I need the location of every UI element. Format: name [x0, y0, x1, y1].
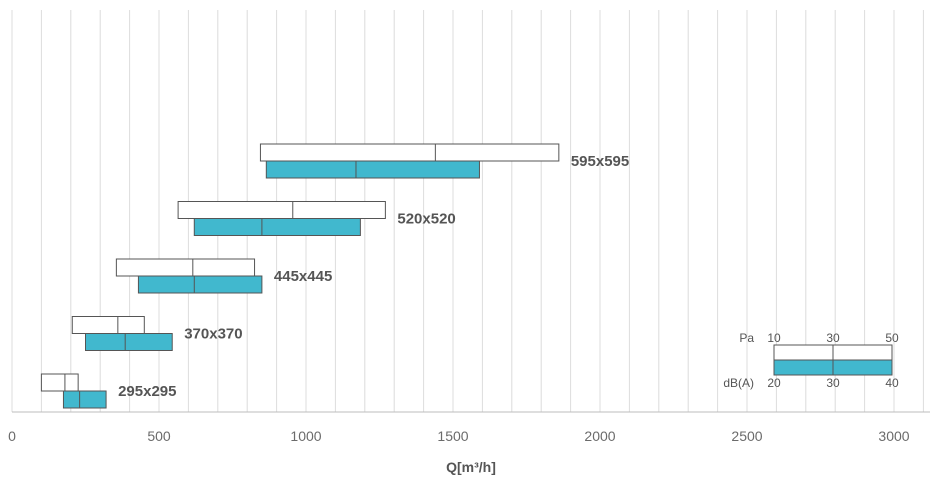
- legend-dba-label: dB(A): [723, 376, 754, 390]
- pa-bar-445x445: [115, 258, 256, 277]
- size-label-370x370: 370x370: [184, 326, 242, 343]
- x-tick-label-2500: 2500: [731, 428, 762, 444]
- x-tick-label-3000: 3000: [878, 428, 909, 444]
- legend: Pa 10 30 50 dB(A) 20 30 40: [723, 331, 899, 390]
- pa-bar-295x295: [40, 373, 79, 392]
- legend-pa-label: Pa: [739, 331, 754, 345]
- pa-bar-370x370: [71, 316, 145, 334]
- dba-bar-295x295: [62, 390, 107, 409]
- row-370x370: 370x370: [71, 316, 243, 351]
- legend-pa-tick-0: 10: [767, 331, 781, 345]
- x-tick-labels: 0 500 1000 1500 2000 2500 3000: [8, 428, 910, 444]
- legend-pa-tick-1: 30: [826, 331, 840, 345]
- legend-dba-tick-1: 30: [826, 376, 840, 390]
- dba-bar-520x520: [193, 218, 361, 236]
- legend-dba-tick-0: 20: [767, 376, 781, 390]
- pa-bar-520x520: [177, 201, 386, 219]
- dba-bar-445x445: [137, 275, 263, 294]
- x-axis-title: Q[m³/h]: [446, 459, 496, 475]
- row-445x445: 445x445: [115, 258, 332, 294]
- x-tick-label-1500: 1500: [437, 428, 468, 444]
- dba-bar-370x370: [85, 333, 173, 351]
- x-tick-label-500: 500: [147, 428, 171, 444]
- size-label-295x295: 295x295: [118, 383, 176, 400]
- legend-pa-tick-2: 50: [885, 331, 899, 345]
- x-tick-label-0: 0: [8, 428, 16, 444]
- size-label-595x595: 595x595: [571, 153, 629, 170]
- row-295x295: 295x295: [40, 373, 176, 409]
- range-bars: 295x295 370x370 445x445 520x520 595x595: [40, 143, 629, 409]
- x-tick-label-2000: 2000: [584, 428, 615, 444]
- dba-bar-595x595: [265, 160, 480, 179]
- legend-dba-tick-2: 40: [885, 376, 899, 390]
- size-label-445x445: 445x445: [274, 268, 332, 285]
- row-520x520: 520x520: [177, 201, 456, 236]
- x-tick-label-1000: 1000: [290, 428, 321, 444]
- pa-bar-595x595: [259, 143, 560, 162]
- size-label-520x520: 520x520: [397, 211, 455, 228]
- row-595x595: 595x595: [259, 143, 629, 179]
